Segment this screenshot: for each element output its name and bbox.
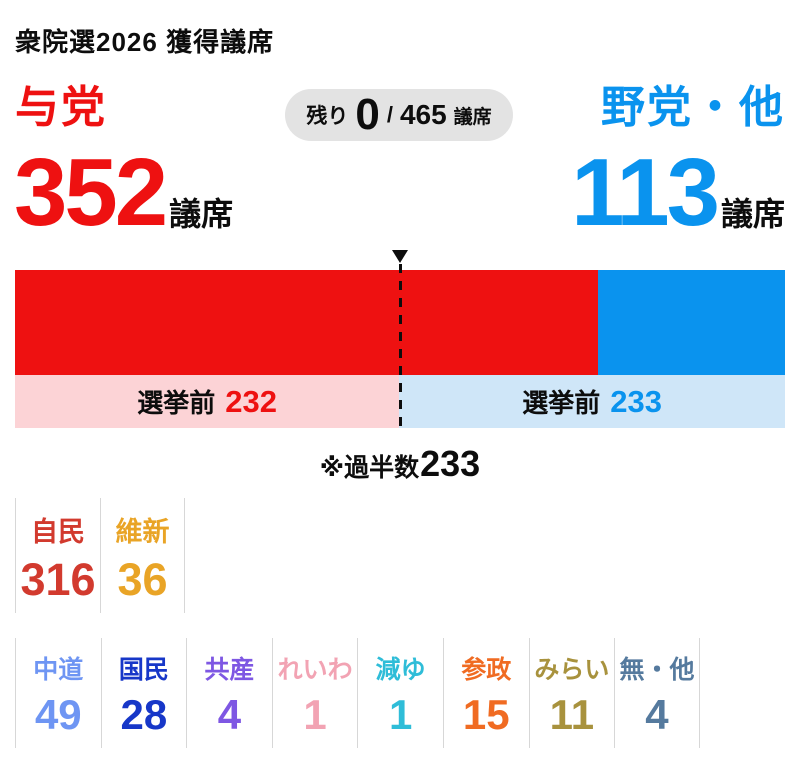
remaining-separator: / xyxy=(386,102,393,127)
majority-note-prefix: ※過半数 xyxy=(319,454,420,482)
pre-election-segment-opposition: 選挙前 233 xyxy=(399,375,785,428)
majority-note-value: 233 xyxy=(420,443,481,484)
pre-election-value-ruling: 232 xyxy=(225,383,277,419)
bar-segment-opposition xyxy=(597,270,785,375)
party-name: 無・他 xyxy=(619,656,695,684)
ruling-total: 352 議席 xyxy=(14,145,233,241)
majority-note: ※過半数 233 xyxy=(0,443,800,485)
party-results-row-1: 自民 316 維新 36 xyxy=(15,498,185,613)
party-name: 国民 xyxy=(118,656,169,684)
remaining-unit: 議席 xyxy=(453,106,492,128)
opposition-seat-count: 113 xyxy=(571,139,720,246)
party-cell: れいわ 1 xyxy=(271,638,358,748)
party-cell: 自民 316 xyxy=(15,498,100,613)
total-seats-value: 465 xyxy=(399,99,447,130)
party-cell: 中道 49 xyxy=(15,638,101,748)
remaining-prefix: 残り xyxy=(306,105,349,128)
party-seats: 4 xyxy=(217,691,242,738)
party-seats: 4 xyxy=(645,691,669,738)
party-name: みらい xyxy=(534,656,610,684)
ruling-seat-unit: 議席 xyxy=(169,196,234,232)
majority-dashed-line xyxy=(398,264,402,430)
party-results-row-2: 中道 49 国民 28 共産 4 れいわ 1 減ゆ 1 参政 15 みらい 11 無・他 4 xyxy=(15,638,700,748)
party-cell: 参政 15 xyxy=(442,638,529,748)
party-cell: みらい 11 xyxy=(528,638,615,748)
ruling-seat-count: 352 xyxy=(14,139,168,246)
party-seats: 28 xyxy=(120,691,168,738)
party-seats: 15 xyxy=(462,691,510,738)
pre-election-value-opposition: 233 xyxy=(610,383,662,419)
party-seats: 1 xyxy=(303,691,327,738)
pre-election-label-ruling: 選挙前 xyxy=(137,388,216,418)
bar-segment-ruling xyxy=(15,270,598,375)
opposition-total: 113 議席 xyxy=(571,145,785,241)
party-cell: 維新 36 xyxy=(100,498,185,613)
page-title: 衆院選2026 獲得議席 xyxy=(15,27,275,57)
pre-election-band: 選挙前 232 選挙前 233 xyxy=(15,375,785,428)
party-name: 中道 xyxy=(33,656,84,684)
party-name: 共産 xyxy=(204,656,255,684)
majority-marker-triangle-icon xyxy=(392,250,408,263)
pre-election-segment-ruling: 選挙前 232 xyxy=(15,375,400,428)
party-cell: 無・他 4 xyxy=(614,638,700,748)
party-cell: 共産 4 xyxy=(186,638,272,748)
remaining-seats-badge: 残り 0 / 465 議席 xyxy=(285,89,513,141)
party-name: 自民 xyxy=(31,516,85,547)
remaining-value: 0 xyxy=(355,90,380,139)
opposition-seat-unit: 議席 xyxy=(720,196,785,232)
opposition-label: 野党・他 xyxy=(601,83,785,132)
party-name: 減ゆ xyxy=(375,656,426,684)
ruling-coalition-label: 与党 xyxy=(15,83,107,132)
party-seats: 316 xyxy=(20,553,96,605)
party-seats: 36 xyxy=(117,553,168,605)
party-name: 維新 xyxy=(115,516,170,547)
pre-election-label-opposition: 選挙前 xyxy=(522,388,601,418)
party-cell: 減ゆ 1 xyxy=(357,638,443,748)
party-seats: 1 xyxy=(388,691,413,738)
party-seats: 11 xyxy=(549,691,595,738)
seat-bar-chart xyxy=(15,270,785,375)
party-seats: 49 xyxy=(34,691,82,738)
party-cell: 国民 28 xyxy=(100,638,187,748)
party-name: れいわ xyxy=(277,656,353,684)
party-name: 参政 xyxy=(461,656,512,684)
